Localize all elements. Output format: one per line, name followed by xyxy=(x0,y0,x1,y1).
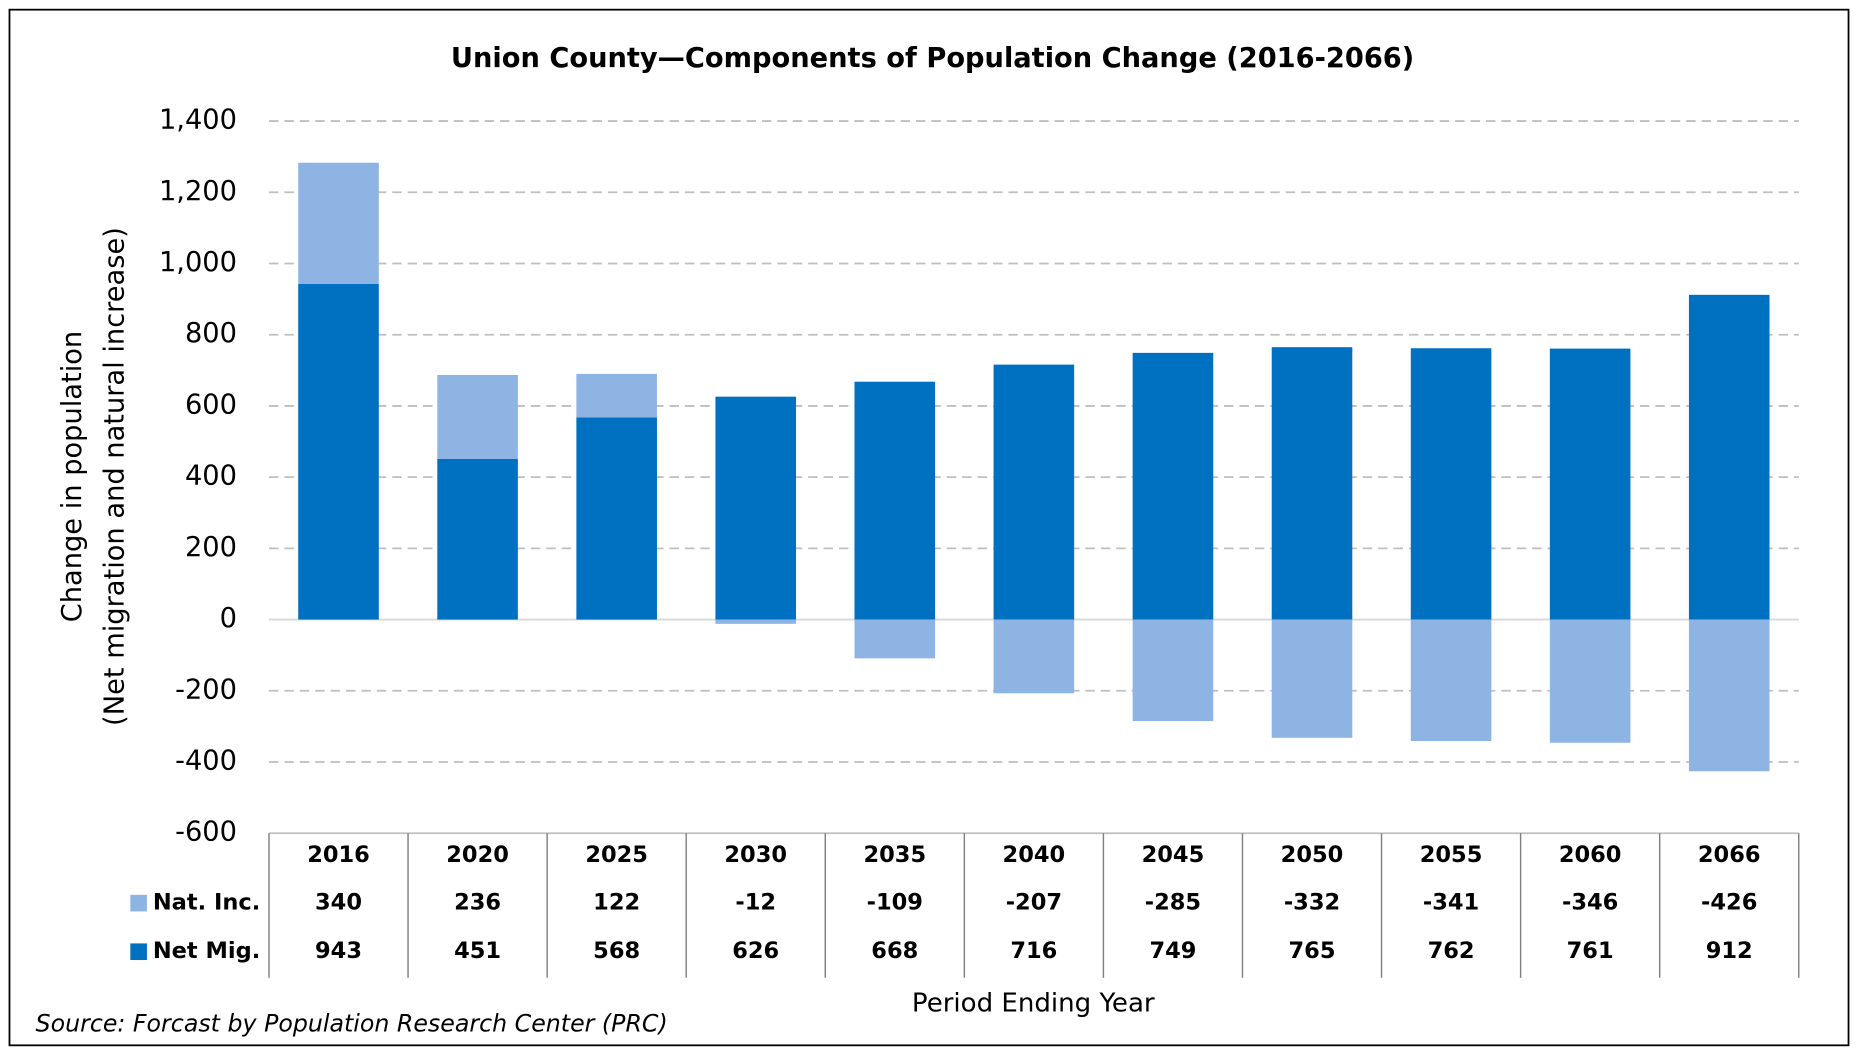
x-tick-label: 2025 xyxy=(585,842,648,868)
bar-segment xyxy=(993,619,1075,694)
bar-segment xyxy=(437,458,518,620)
y-tick-label: 600 xyxy=(185,389,237,420)
y-tick-label: 800 xyxy=(185,318,237,349)
table-value: 761 xyxy=(1567,938,1614,964)
bar-segment xyxy=(298,162,379,284)
bar-segment xyxy=(1410,619,1492,741)
legend-label: Net Mig. xyxy=(153,938,260,964)
table-value: -207 xyxy=(1006,890,1062,916)
chart-title: Union County—Components of Population Ch… xyxy=(451,43,1414,74)
bar-segment xyxy=(854,619,936,659)
bar-segment xyxy=(1132,352,1214,620)
table-value: -332 xyxy=(1284,890,1340,916)
y-axis-title: (Net migration and natural increase) xyxy=(100,227,131,726)
table-value: 943 xyxy=(315,938,362,964)
bar-segment xyxy=(1271,619,1353,738)
legend-swatch xyxy=(130,894,147,912)
y-axis-title: Change in population xyxy=(57,331,88,623)
table-value: 762 xyxy=(1428,938,1475,964)
bar-segment xyxy=(576,373,657,418)
bar-segment xyxy=(1132,619,1214,722)
x-tick-label: 2060 xyxy=(1559,842,1622,868)
x-tick-label: 2020 xyxy=(446,842,509,868)
table-value: 626 xyxy=(732,938,779,964)
x-axis-title: Period Ending Year xyxy=(912,988,1155,1018)
bar-segment xyxy=(715,396,797,620)
y-tick-label: -200 xyxy=(175,674,237,705)
bar-segment xyxy=(854,381,936,620)
bar-segment xyxy=(298,283,379,620)
y-tick-label: 1,000 xyxy=(159,247,237,278)
x-tick-label: 2055 xyxy=(1420,842,1483,868)
legend-swatch xyxy=(130,943,147,961)
y-tick-label: 200 xyxy=(185,532,237,563)
y-tick-label: 1,200 xyxy=(159,176,237,207)
table-value: -285 xyxy=(1145,890,1201,916)
table-value: -109 xyxy=(867,890,923,916)
x-tick-label: 2035 xyxy=(863,842,926,868)
bar-segment xyxy=(1688,619,1770,772)
table-value: 236 xyxy=(454,890,501,916)
table-value: -12 xyxy=(735,890,776,916)
bar-segment xyxy=(993,364,1075,620)
table-value: 451 xyxy=(454,938,501,964)
source: Source: Forcast by Population Research C… xyxy=(36,1010,668,1038)
table-value: 122 xyxy=(593,890,640,916)
bar-segment xyxy=(1271,347,1353,620)
table-value: 668 xyxy=(871,938,918,964)
table-value: 340 xyxy=(315,890,362,916)
y-tick-label: 0 xyxy=(220,603,237,634)
bar-segment xyxy=(437,374,518,459)
table-value: 716 xyxy=(1010,938,1057,964)
table-value: 912 xyxy=(1706,938,1753,964)
x-tick-label: 2016 xyxy=(307,842,370,868)
x-tick-label: 2030 xyxy=(724,842,787,868)
bar-segment xyxy=(1549,348,1631,620)
bar-segment xyxy=(1549,619,1631,743)
table-value: 765 xyxy=(1289,938,1336,964)
y-tick-label: -600 xyxy=(175,817,237,848)
bar-segment xyxy=(715,619,797,624)
y-tick-label: 1,400 xyxy=(159,105,237,136)
x-tick-label: 2040 xyxy=(1003,842,1066,868)
legend-label: Nat. Inc. xyxy=(153,890,260,916)
x-tick-label: 2050 xyxy=(1281,842,1344,868)
y-tick-label: -400 xyxy=(175,746,237,777)
bar-segment xyxy=(1410,348,1492,620)
bar-segment xyxy=(576,417,657,620)
table-value: -426 xyxy=(1701,890,1757,916)
table-value: -346 xyxy=(1562,890,1618,916)
table-value: 749 xyxy=(1149,938,1196,964)
table-value: 568 xyxy=(593,938,640,964)
bar-segment xyxy=(1688,294,1770,620)
table-value: -341 xyxy=(1423,890,1479,916)
y-tick-label: 400 xyxy=(185,461,237,492)
x-tick-label: 2066 xyxy=(1698,842,1761,868)
x-tick-label: 2045 xyxy=(1142,842,1205,868)
